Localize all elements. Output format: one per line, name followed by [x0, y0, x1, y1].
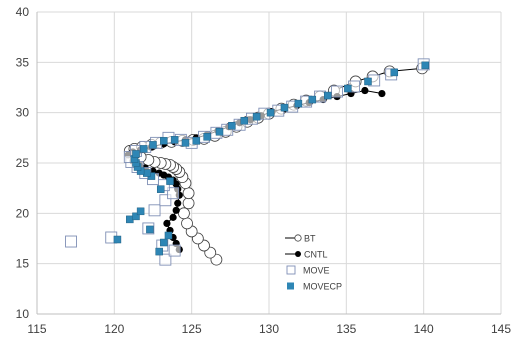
data-point-movecp: [113, 235, 122, 244]
data-point-movecp: [132, 212, 140, 221]
data-point-move: [148, 204, 161, 217]
data-point-movecp: [421, 61, 429, 70]
legend-label-cntl: CNTL: [304, 250, 328, 260]
data-point-movecp: [149, 141, 157, 149]
y-tick-label: 35: [16, 55, 30, 69]
data-point-movecp: [266, 108, 275, 117]
data-point-cntl: [169, 213, 177, 221]
x-tick-label: 135: [336, 322, 356, 336]
x-tick-label: 145: [491, 322, 511, 336]
x-tick-label: 140: [414, 322, 434, 336]
axes: 115 120 125 130 135 140 145 10 15 20 25 30 35 40: [16, 5, 512, 336]
data-series: [65, 58, 430, 266]
legend-marker-movecp: [287, 282, 294, 290]
data-point-movecp: [294, 99, 303, 108]
series-movecp: [113, 61, 429, 256]
x-tick-label: 130: [259, 322, 279, 336]
data-point-move: [159, 253, 172, 266]
data-point-movecp: [280, 103, 289, 112]
data-point-move: [167, 187, 180, 200]
data-point-movecp: [240, 116, 249, 125]
y-tick-label: 15: [16, 257, 30, 271]
data-point-bt: [182, 197, 195, 210]
data-point-movecp: [215, 128, 224, 136]
data-point-bt: [178, 207, 190, 220]
data-point-movecp: [390, 68, 399, 77]
data-point-movecp: [344, 84, 352, 93]
data-point-cntl: [172, 206, 180, 214]
legend-label-move: MOVE: [303, 266, 330, 276]
data-point-move: [65, 235, 77, 248]
data-point-cntl: [378, 89, 386, 98]
x-tick-label: 120: [104, 322, 124, 336]
legend-marker-move: [286, 265, 296, 275]
data-point-cntl: [163, 219, 171, 227]
data-point-bt: [182, 187, 195, 200]
data-point-move: [159, 194, 172, 207]
data-point-movecp: [136, 207, 145, 216]
legend-marker-bt: [294, 234, 302, 242]
data-point-bt: [181, 217, 193, 230]
data-point-movecp: [203, 133, 211, 141]
data-point-move: [168, 244, 181, 257]
y-tick-label: 10: [16, 307, 30, 321]
data-point-movecp: [160, 137, 168, 145]
x-tick-label: 125: [182, 322, 202, 336]
y-tick-label: 20: [16, 206, 30, 220]
legend-marker-cntl: [295, 251, 301, 257]
data-point-movecp: [324, 91, 332, 100]
data-point-movecp: [132, 150, 140, 158]
data-point-movecp: [192, 137, 201, 145]
series-move: [65, 58, 430, 266]
data-point-movecp: [155, 247, 163, 256]
y-tick-label: 25: [16, 156, 30, 170]
data-point-movecp: [139, 145, 148, 153]
data-point-movecp: [252, 112, 261, 121]
data-point-movecp: [156, 185, 165, 193]
data-point-movecp: [146, 225, 154, 234]
data-point-movecp: [160, 238, 168, 247]
data-point-movecp: [308, 95, 317, 104]
data-point-move: [314, 90, 326, 103]
y-tick-label: 40: [16, 5, 30, 19]
data-point-move: [331, 85, 344, 98]
gridlines: [37, 11, 502, 314]
legend-label-movecp: MOVECP: [303, 282, 342, 292]
legend: BT CNTL MOVE MOVECP: [285, 234, 342, 292]
data-point-movecp: [228, 122, 236, 130]
y-tick-label: 30: [16, 106, 30, 120]
data-point-movecp: [164, 231, 173, 240]
data-point-movecp: [181, 139, 190, 147]
data-point-cntl: [174, 199, 182, 207]
legend-label-bt: BT: [304, 234, 316, 244]
data-point-movecp: [364, 77, 372, 86]
data-point-movecp: [166, 177, 174, 185]
data-point-movecp: [170, 136, 179, 144]
data-point-cntl: [361, 86, 369, 95]
x-tick-label: 115: [27, 322, 46, 336]
